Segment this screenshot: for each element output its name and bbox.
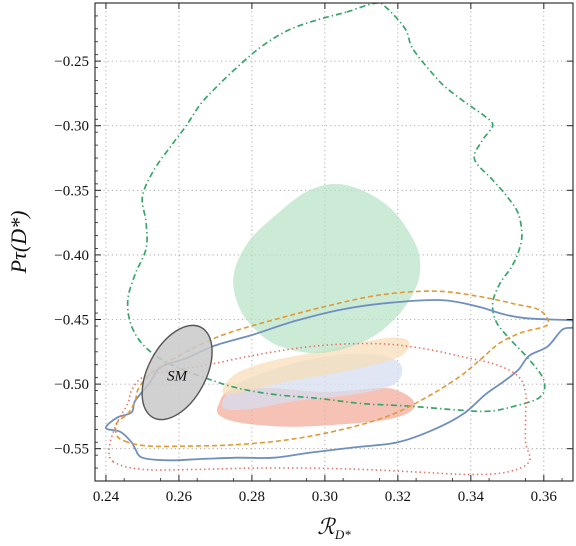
filled-regions <box>216 183 421 427</box>
x-tick-label-1: 0.26 <box>166 489 193 505</box>
y-tick-label-6: −0.55 <box>54 442 89 458</box>
sm-ellipse <box>141 324 213 421</box>
contour-dashed-2 <box>114 290 550 448</box>
y-tick-label-4: −0.45 <box>54 313 89 329</box>
contour-dashdot-0 <box>126 3 546 413</box>
contour-dotted-3 <box>108 342 531 476</box>
x-axis-label: ℛD* <box>317 514 351 542</box>
x-axis-label-subscript: D* <box>334 527 351 542</box>
sm-marker: SM <box>141 324 213 421</box>
y-tick-label-0: −0.25 <box>54 54 89 70</box>
x-tick-label-3: 0.30 <box>312 489 338 505</box>
y-tick-label-1: −0.30 <box>54 119 89 135</box>
y-tick-label-2: −0.35 <box>54 183 89 199</box>
x-tick-label-5: 0.34 <box>458 489 485 505</box>
filled-region-2 <box>222 337 410 395</box>
x-tick-label-6: 0.36 <box>531 489 558 505</box>
y-axis-label: Pτ(D*) <box>6 211 31 275</box>
y-tick-label-3: −0.40 <box>54 248 89 264</box>
filled-region-3 <box>233 183 421 354</box>
x-tick-label-4: 0.32 <box>385 489 411 505</box>
y-tick-label-5: −0.50 <box>54 377 89 393</box>
x-axis-label-main: ℛ <box>317 514 336 539</box>
ticks: 0.24 0.26 0.28 0.30 0.32 0.34 0.36 −0.25 −0.30 −0… <box>54 3 573 505</box>
x-tick-label-0: 0.24 <box>93 489 120 505</box>
annotation-0: SM <box>167 369 189 385</box>
x-tick-label-2: 0.28 <box>239 489 265 505</box>
plot-frame <box>94 2 574 482</box>
